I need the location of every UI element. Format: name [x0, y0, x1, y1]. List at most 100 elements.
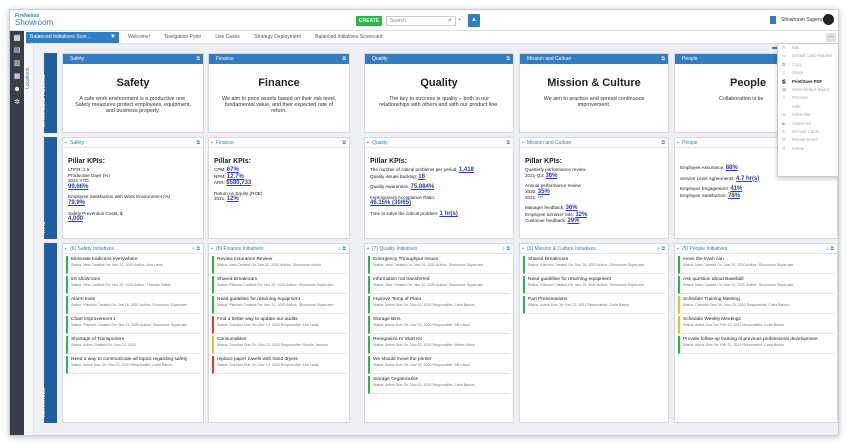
initiative-item[interactable]: Storage Organization Status: Active Due O… [368, 376, 510, 394]
card-menu-icon[interactable]: ⧉ [506, 56, 510, 62]
kpi-link[interactable]: 36% [545, 172, 558, 179]
kpi-link[interactable]: 75.884% [410, 184, 435, 191]
menu-item-copy[interactable]: ⧉ Copy [778, 61, 838, 69]
kpi-card-mission[interactable]: ▪ Mission and Culture ⧉ Pillar KPIs: Quart… [519, 137, 669, 239]
initiative-item[interactable]: Part Presentations Status: Active Due On:… [523, 296, 665, 314]
kpi-card-finance[interactable]: ▪ Finance ⧉ Pillar KPIs: CPM: 67% NPM: 12.… [208, 137, 350, 239]
menu-item-print-save-pdf[interactable]: ⎙ Print/Save PDF [778, 78, 838, 86]
menu-item-slideshow[interactable]: ▶ Slideshow [778, 120, 838, 128]
menu-item-reload-board[interactable]: ⟳ Reload Board [778, 136, 838, 144]
initiative-item[interactable]: Shared Breakroom Status: Planned Created … [523, 256, 665, 274]
kpi-link[interactable]: 4.7 hr(s) [735, 175, 760, 182]
locations-panel[interactable]: Locations [24, 44, 34, 435]
menu-item-delete[interactable]: ✕ Delete [778, 145, 838, 153]
initiative-item[interactable]: Provide follow-up training of previous p… [678, 336, 834, 354]
create-button[interactable]: CREATE [356, 16, 382, 26]
avatar[interactable] [823, 14, 834, 25]
menu-item-share[interactable]: ⇪ Share [778, 69, 838, 77]
kpi-link[interactable]: 29% [567, 218, 580, 225]
username[interactable]: Showroom Superuser [781, 17, 830, 23]
card-tools-icon[interactable]: ⌕ ⧉ [192, 246, 200, 252]
card-tools-icon[interactable]: ⌕ ⧉ [657, 246, 665, 252]
calendar-icon[interactable]: ▦ [13, 73, 21, 80]
card-tools-icon[interactable]: ⌕ ⧉ [338, 246, 346, 252]
initiative-item[interactable]: We should move the printer Status: Active… [368, 356, 510, 374]
kpi-link[interactable]: 79.9% [68, 199, 86, 206]
initiatives-card-finance[interactable]: ▪ (8) Finance Initiatives ⌕ ⧉ Review Insur… [208, 243, 350, 423]
kpi-link[interactable]: 41% [730, 186, 743, 193]
kpi-link[interactable]: 99.66% [68, 183, 89, 190]
initiative-item[interactable]: Eliminate tradlcans everywhere Status: Ne… [66, 256, 200, 274]
initiative-item[interactable]: Need a way to communicate all topics reg… [66, 356, 200, 374]
card-menu-icon[interactable]: ⧉ [196, 140, 200, 146]
bell-icon[interactable]: ◔ [456, 17, 462, 24]
kpi-link[interactable]: 78% [728, 192, 741, 199]
card-menu-icon[interactable]: ⧉ [342, 56, 346, 62]
menu-item-default-card-headers[interactable]: ▭ Default Card Headers [778, 52, 838, 60]
breadcrumb-use-cases[interactable]: Use Cases [215, 34, 240, 40]
initiative-item[interactable]: Information not transferred Status: New C… [368, 276, 510, 294]
users-icon[interactable]: ☻ [13, 86, 21, 93]
initiatives-card-mission[interactable]: ▪ (3) Mission & Culture Initiatives ⌕ ⧉ Sh… [519, 243, 669, 423]
initiatives-card-quality[interactable]: ▪ (7) Quality Initiatives ⌕ ⧉ Emergency Th… [364, 243, 514, 423]
locations-label[interactable]: Locations [25, 67, 31, 89]
kpi-link[interactable]: 12% [575, 211, 588, 218]
initiative-item[interactable]: 5S showroom Status: New Created On: Nov 2… [66, 276, 200, 294]
initiative-item[interactable]: Review Insurance Review Status: New Creat… [212, 256, 346, 274]
initiatives-card-people[interactable]: ▪ (5) People Initiatives ⌕ ⧉ move the tras… [674, 243, 838, 423]
apps-grid-icon[interactable]: ▦ [10, 31, 24, 44]
initiative-item[interactable]: Emergency Throughput Issues Status: New C… [368, 256, 510, 274]
initiative-item[interactable]: Shortage of Transporters Status: Active C… [66, 336, 200, 354]
search-input[interactable]: Search [386, 16, 456, 26]
initiative-item[interactable]: Find a better way to update our audits St… [212, 316, 346, 334]
card-tools-icon[interactable]: ⌕ ⧉ [502, 246, 510, 252]
board-menu-button[interactable]: … [826, 33, 836, 42]
initiative-item[interactable]: Need guideline for returning equipment St… [523, 276, 665, 294]
kpi-link[interactable]: 1 hr(s) [439, 210, 458, 217]
kpi-link[interactable]: 12% [226, 196, 239, 203]
gear-icon[interactable]: ✲ [14, 99, 20, 106]
kpi-link[interactable]: 88% [725, 165, 738, 171]
kpi-link[interactable]: 1,418 [458, 167, 474, 173]
menu-item-make-default-board[interactable]: ▦ Make Default Board [778, 86, 838, 94]
initiative-item[interactable]: Alarm tools Status: Planned Created On: J… [66, 296, 200, 314]
menu-item-promote[interactable]: ⇧ Promote [778, 94, 838, 102]
bookmark-icon[interactable] [770, 16, 776, 24]
pages-icon[interactable]: ▤ [13, 47, 21, 54]
card-menu-icon[interactable]: ⧉ [661, 140, 665, 146]
chart-icon[interactable]: ▥ [13, 60, 21, 67]
initiative-item[interactable]: replace paper towels with hand dryers Sta… [212, 356, 346, 374]
menu-item-refresh-cards[interactable]: ↻ Refresh Cards [778, 128, 838, 136]
pillar-card-mission[interactable]: Mission and Culture ⧉ Mission & Culture W… [519, 53, 669, 133]
card-menu-icon[interactable]: ⧉ [196, 56, 200, 62]
kpi-link[interactable]: 35% [537, 188, 550, 195]
initiative-item[interactable]: move the trash can Status: New Created On… [678, 256, 834, 274]
card-menu-icon[interactable]: ⧉ [342, 140, 346, 146]
menu-item-subscribe[interactable]: ✉ Subscribe [778, 111, 838, 119]
search-icon[interactable]: ⌕ [448, 17, 452, 24]
initiative-item[interactable]: Chart Improvement 1 Status: Planned Creat… [66, 316, 200, 334]
initiatives-card-safety[interactable]: ▪ (6) Safety Initiatives ⌕ ⧉ Eliminate tra… [62, 243, 204, 423]
card-tools-icon[interactable]: ⌕ ⧉ [826, 246, 834, 252]
initiative-item[interactable]: Schedule Weekly Meetings Status: Active D… [678, 316, 834, 334]
breadcrumb-welcome[interactable]: Welcome! [128, 34, 151, 40]
initiative-item[interactable]: Need guideline for returning equipment St… [212, 296, 346, 314]
breadcrumb-strategy-deployment[interactable]: Strategy Deployment [254, 34, 301, 40]
kpi-card-quality[interactable]: ▪ Quality ⧉ Pillar KPIs: The number of cri… [364, 137, 514, 239]
initiative-item[interactable]: Storage Bins Status: Active Due On: Nov 2… [368, 316, 510, 334]
kpi-link[interactable]: 46.15% (30/65) [370, 200, 412, 207]
scorecard-dropdown[interactable]: Balanced Initiatives Scor... ▼ [26, 32, 119, 43]
menu-item-hide[interactable]: ◌ Hide [778, 103, 838, 111]
kpi-link[interactable]: 18 [418, 173, 425, 180]
pillar-card-safety[interactable]: Safety ⧉ Safety A safe work environment i… [62, 53, 204, 133]
logo[interactable]: FireNexus Showroom [15, 13, 54, 27]
card-menu-icon[interactable]: ⧉ [661, 56, 665, 62]
kpi-link[interactable]: $580,733 [226, 180, 252, 187]
kpi-link[interactable]: 12.7% [226, 173, 244, 180]
initiative-item[interactable]: Reorganize IV Start Kit Status: Active Du… [368, 336, 510, 354]
menu-item-edit[interactable]: ✎ Edit [778, 44, 838, 52]
initiative-item[interactable]: Schedule Training Meeting Status: Overdue… [678, 296, 834, 314]
kpi-link[interactable]: 67% [226, 167, 239, 173]
initiative-item[interactable]: Improve Temp of Plant Status: Active Due … [368, 296, 510, 314]
notifications-button[interactable]: ▲ [468, 14, 480, 27]
